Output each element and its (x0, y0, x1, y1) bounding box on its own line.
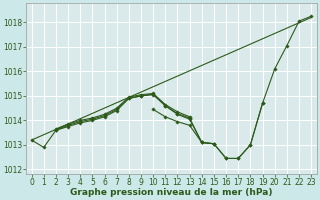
X-axis label: Graphe pression niveau de la mer (hPa): Graphe pression niveau de la mer (hPa) (70, 188, 273, 197)
